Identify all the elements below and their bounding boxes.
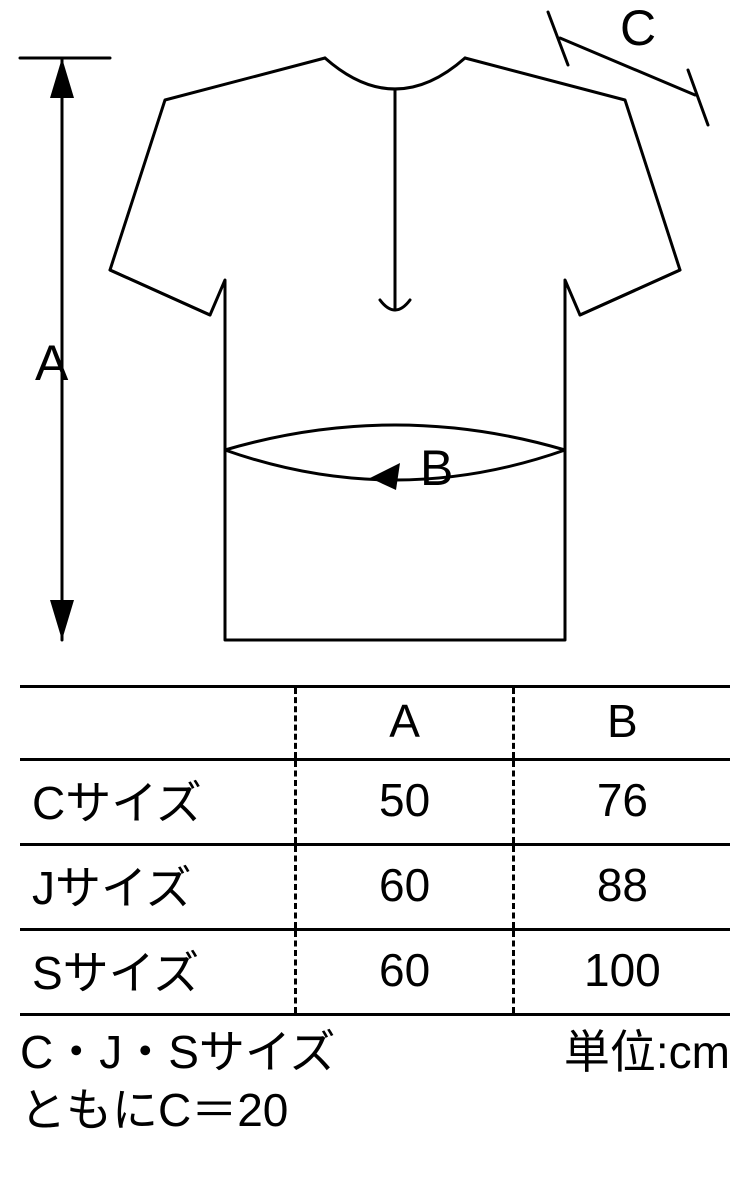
footer-left: C・J・Sサイズ ともにC＝20 (20, 1024, 336, 1139)
cell-A: 60 (296, 930, 513, 1015)
row-label: Jサイズ (20, 845, 296, 930)
cell-B: 76 (513, 760, 730, 845)
cell-A: 50 (296, 760, 513, 845)
cell-A: 60 (296, 845, 513, 930)
row-label: Sサイズ (20, 930, 296, 1015)
table-row: Sサイズ 60 100 (20, 930, 730, 1015)
label-B: B (420, 440, 453, 496)
row-label: Cサイズ (20, 760, 296, 845)
shirt-diagram: A B C (0, 0, 753, 675)
table-row: Jサイズ 60 88 (20, 845, 730, 930)
footer-notes: C・J・Sサイズ ともにC＝20 単位:cm (20, 1024, 730, 1139)
footer-unit: 単位:cm (564, 1026, 730, 1078)
cell-B: 100 (513, 930, 730, 1015)
footer-left-line2: ともにC＝20 (20, 1084, 288, 1136)
label-C: C (620, 0, 656, 56)
page-root: A B C A B Cサイズ 50 76 Jサイズ 60 88 Sサイズ (0, 0, 753, 1200)
size-table: A B Cサイズ 50 76 Jサイズ 60 88 Sサイズ 60 100 (20, 685, 730, 1016)
header-A: A (296, 687, 513, 760)
footer-right: 単位:cm (564, 1024, 730, 1139)
header-B: B (513, 687, 730, 760)
table-row: Cサイズ 50 76 (20, 760, 730, 845)
label-A: A (35, 335, 69, 391)
cell-B: 88 (513, 845, 730, 930)
table-header-row: A B (20, 687, 730, 760)
footer-left-line1: C・J・Sサイズ (20, 1026, 336, 1078)
header-blank (20, 687, 296, 760)
